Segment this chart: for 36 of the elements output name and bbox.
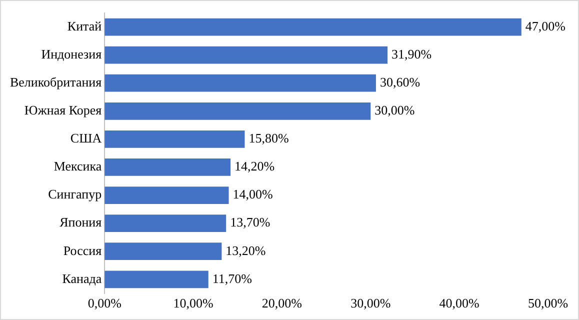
x-tick-label: 50,00% — [528, 296, 568, 311]
y-tick-label: США — [70, 130, 102, 146]
y-tick-label: Мексика — [54, 158, 102, 174]
data-label: 30,00% — [374, 102, 415, 118]
data-label: 14,20% — [234, 158, 275, 174]
data-label: 30,60% — [380, 74, 420, 90]
x-tick-label: 0,00% — [88, 296, 122, 311]
bar — [104, 18, 522, 36]
y-tick-label: Индонезия — [41, 46, 102, 62]
x-tick-label: 10,00% — [173, 296, 214, 311]
x-tick-label: 30,00% — [350, 296, 391, 311]
y-tick-label: Китай — [67, 18, 102, 34]
bar — [104, 74, 376, 92]
y-tick-label: Великобритания — [10, 74, 102, 90]
x-tick-label: 40,00% — [439, 296, 480, 311]
y-tick-label: Япония — [60, 214, 102, 230]
data-label: 11,70% — [212, 270, 252, 286]
data-label: 13,70% — [230, 214, 270, 230]
bar — [104, 102, 371, 120]
bar — [104, 130, 245, 148]
data-label: 13,20% — [226, 242, 266, 258]
bar — [104, 158, 231, 176]
x-tick-label: 20,00% — [262, 296, 302, 311]
bar — [104, 214, 226, 232]
bar — [104, 242, 222, 260]
bar — [104, 46, 388, 64]
y-tick-label: Россия — [63, 242, 102, 258]
data-label: 47,00% — [525, 18, 566, 34]
data-label: 31,90% — [391, 46, 432, 62]
bar — [104, 270, 208, 288]
data-label: 15,80% — [248, 130, 289, 146]
y-tick-label: Сингапур — [48, 186, 102, 202]
y-tick-label: Южная Корея — [24, 102, 102, 118]
bar — [104, 186, 229, 204]
y-tick-label: Канада — [62, 270, 102, 286]
data-label: 14,00% — [232, 186, 274, 202]
